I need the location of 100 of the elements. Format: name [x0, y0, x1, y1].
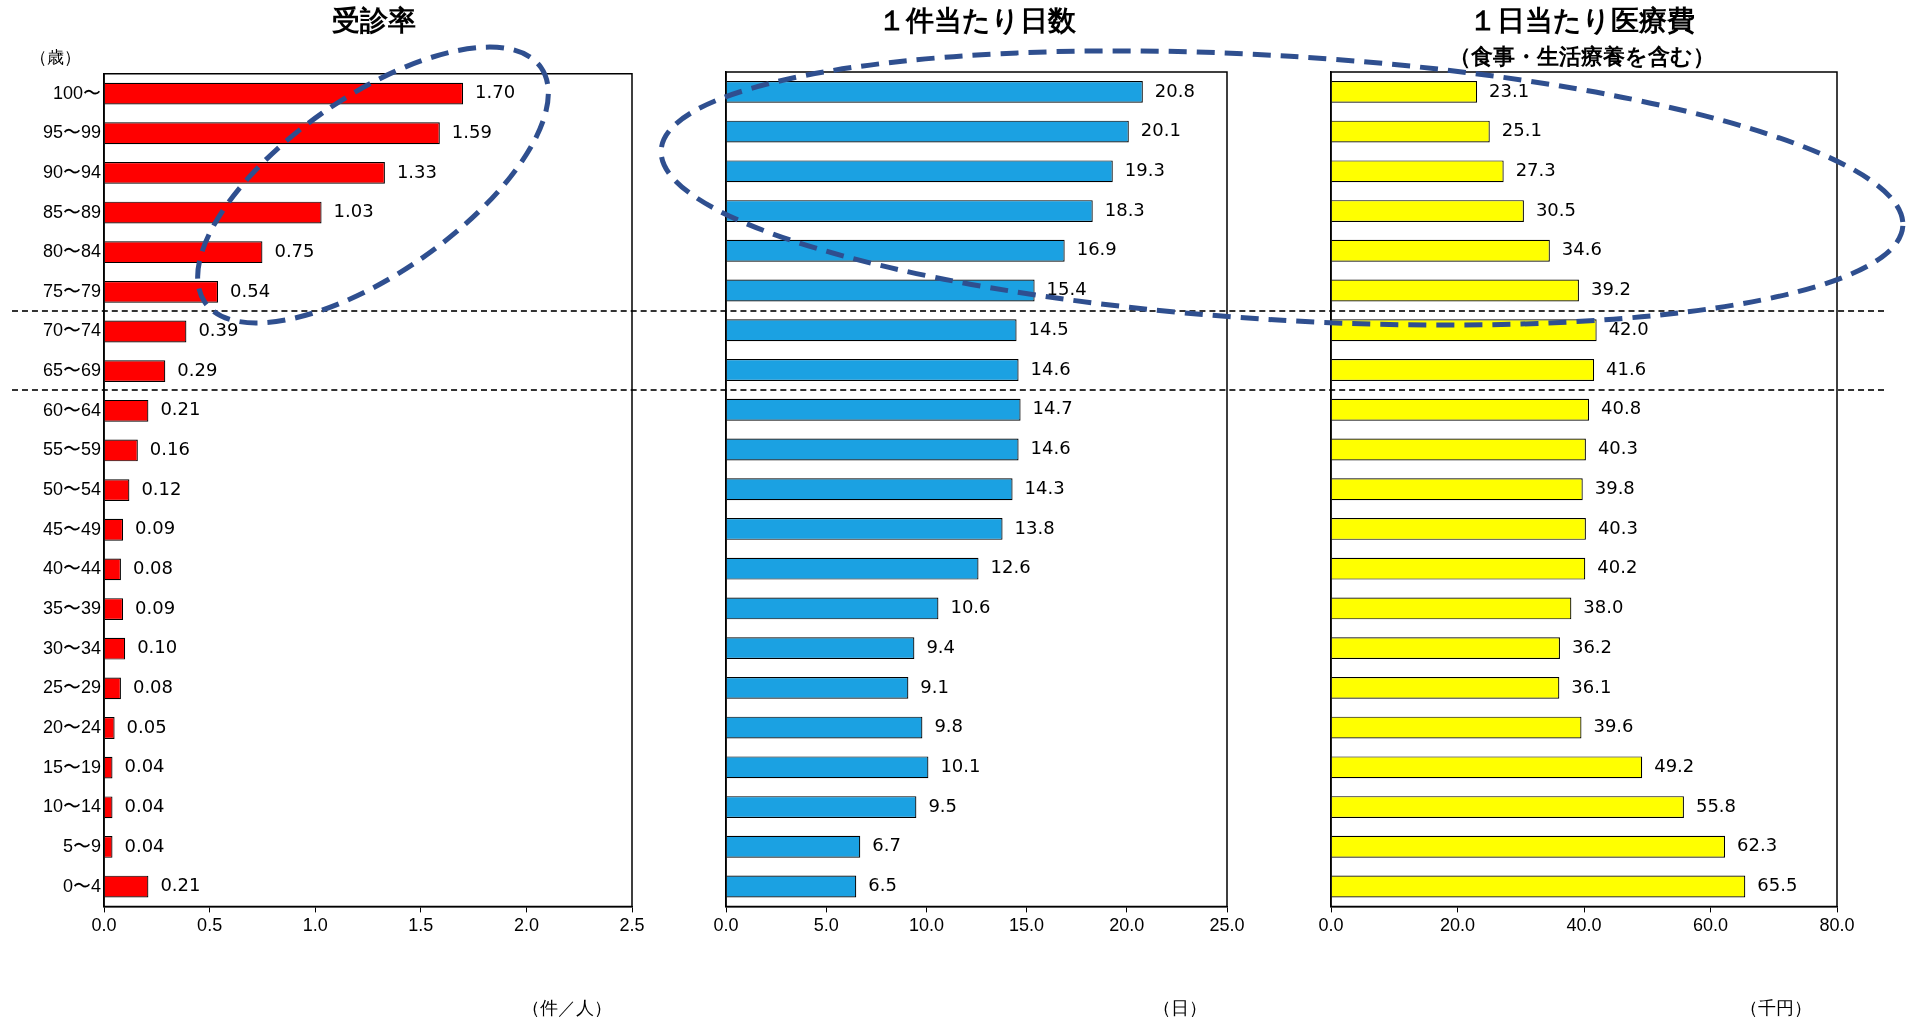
x-tick-label: 5.0 — [813, 915, 839, 936]
data-label: 0.08 — [132, 676, 174, 698]
y-axis-title: （歳） — [30, 46, 81, 69]
data-label: 0.04 — [124, 755, 165, 777]
data-label: 20.1 — [1140, 119, 1181, 141]
data-label: 1.59 — [451, 120, 492, 142]
data-label: 23.1 — [1489, 79, 1530, 101]
y-tick-label: 20〜24 — [43, 716, 102, 737]
data-label: 0.09 — [135, 517, 176, 539]
x-tick-label: 0.0 — [713, 915, 739, 936]
data-label: 0.04 — [124, 834, 165, 856]
x-axis-title: （件／人） — [522, 996, 612, 1020]
y-tick-label: 95〜99 — [43, 122, 102, 143]
x-tick-label: 1.0 — [302, 915, 328, 936]
y-tick-label: 0〜4 — [63, 875, 102, 896]
y-tick-label: 75〜79 — [43, 280, 102, 301]
data-label: 14.3 — [1024, 476, 1065, 498]
data-label: 39.8 — [1594, 476, 1635, 498]
y-tick-label: 65〜69 — [43, 360, 102, 381]
y-tick-label: 15〜19 — [43, 756, 102, 777]
x-tick-label: 80.0 — [1819, 915, 1855, 936]
data-label: 40.2 — [1597, 556, 1638, 578]
data-label: 0.39 — [198, 319, 239, 341]
x-tick-label: 25.0 — [1209, 915, 1245, 936]
data-label: 40.3 — [1597, 516, 1638, 538]
y-tick-label: 80〜84 — [43, 241, 102, 262]
data-label: 0.08 — [132, 557, 174, 579]
data-label: 27.3 — [1515, 159, 1556, 181]
x-tick-label: 40.0 — [1566, 915, 1602, 936]
y-tick-label: 30〜34 — [43, 637, 102, 658]
x-tick-label: 60.0 — [1692, 915, 1729, 936]
chart-title: １日当たり医療費 — [1467, 3, 1696, 39]
x-axis-title: （千円） — [1740, 996, 1812, 1020]
y-tick-label: 10〜14 — [43, 796, 102, 817]
y-tick-label: 5〜9 — [63, 835, 102, 856]
data-label: 0.09 — [135, 596, 176, 618]
chart-subtitle: （食事・生活療養を含む） — [1447, 43, 1716, 71]
data-label: 0.12 — [141, 477, 182, 499]
data-label: 1.03 — [333, 200, 374, 222]
data-label: 65.5 — [1757, 874, 1798, 896]
data-label: 0.21 — [160, 874, 201, 896]
chart-title: １件当たり日数 — [876, 3, 1077, 39]
x-tick-label: 0.0 — [1318, 915, 1344, 936]
data-label: 0.16 — [149, 438, 190, 460]
data-label: 0.29 — [177, 358, 218, 380]
data-label: 0.04 — [124, 794, 165, 816]
y-tick-label: 70〜74 — [43, 320, 102, 341]
y-tick-label: 85〜89 — [43, 201, 102, 222]
data-label: 25.1 — [1501, 119, 1542, 141]
data-label: 0.21 — [160, 398, 201, 420]
x-tick-label: 20.0 — [1109, 915, 1145, 936]
data-label: 42.0 — [1608, 317, 1649, 339]
data-label: 6.7 — [872, 834, 901, 856]
x-tick-label: 15.0 — [1009, 915, 1045, 936]
data-label: 13.8 — [1014, 516, 1055, 538]
data-label: 15.4 — [1046, 278, 1087, 300]
data-label: 40.8 — [1601, 397, 1642, 419]
data-label: 0.75 — [274, 239, 315, 261]
data-label: 49.2 — [1654, 755, 1695, 777]
data-label: 39.2 — [1590, 278, 1632, 300]
data-label: 14.5 — [1028, 317, 1069, 339]
data-label: 62.3 — [1737, 834, 1778, 856]
data-label: 41.6 — [1606, 357, 1647, 379]
x-tick-label: 0.0 — [91, 915, 117, 936]
data-label: 0.10 — [137, 636, 178, 658]
data-label: 14.6 — [1030, 357, 1071, 379]
x-tick-label: 0.5 — [197, 915, 223, 936]
y-tick-label: 90〜94 — [43, 161, 102, 182]
data-label: 34.6 — [1561, 238, 1602, 260]
x-tick-label: 2.0 — [513, 915, 539, 936]
y-tick-label: 50〜54 — [43, 479, 102, 500]
data-label: 19.3 — [1124, 159, 1165, 181]
data-label: 9.8 — [934, 715, 964, 737]
x-tick-label: 2.5 — [619, 915, 645, 936]
y-tick-label: 60〜64 — [43, 399, 102, 420]
data-label: 55.8 — [1695, 794, 1737, 816]
x-tick-label: 10.0 — [908, 915, 944, 936]
y-tick-label: 45〜49 — [43, 518, 102, 539]
data-label: 40.3 — [1597, 437, 1638, 459]
data-label: 0.05 — [126, 715, 167, 737]
data-label: 39.6 — [1593, 715, 1634, 737]
y-tick-label: 35〜39 — [43, 598, 102, 619]
x-tick-label: 1.5 — [408, 915, 434, 936]
data-label: 12.6 — [990, 556, 1031, 578]
data-label: 9.5 — [928, 794, 958, 816]
data-label: 10.6 — [950, 596, 991, 618]
y-tick-label: 100〜 — [53, 82, 102, 103]
data-label: 14.7 — [1032, 397, 1073, 419]
data-label: 9.1 — [920, 675, 949, 697]
data-label: 36.2 — [1571, 635, 1613, 657]
y-tick-label: 25〜29 — [43, 677, 102, 698]
data-label: 38.0 — [1583, 596, 1624, 618]
y-tick-label: 55〜59 — [43, 439, 102, 460]
data-label: 16.9 — [1076, 238, 1117, 260]
data-label: 1.33 — [396, 160, 437, 182]
chart-title: 受診率 — [330, 3, 417, 39]
data-label: 1.70 — [475, 81, 516, 103]
data-label: 30.5 — [1535, 198, 1576, 220]
x-tick-label: 20.0 — [1439, 915, 1476, 936]
data-label: 0.54 — [230, 279, 271, 301]
